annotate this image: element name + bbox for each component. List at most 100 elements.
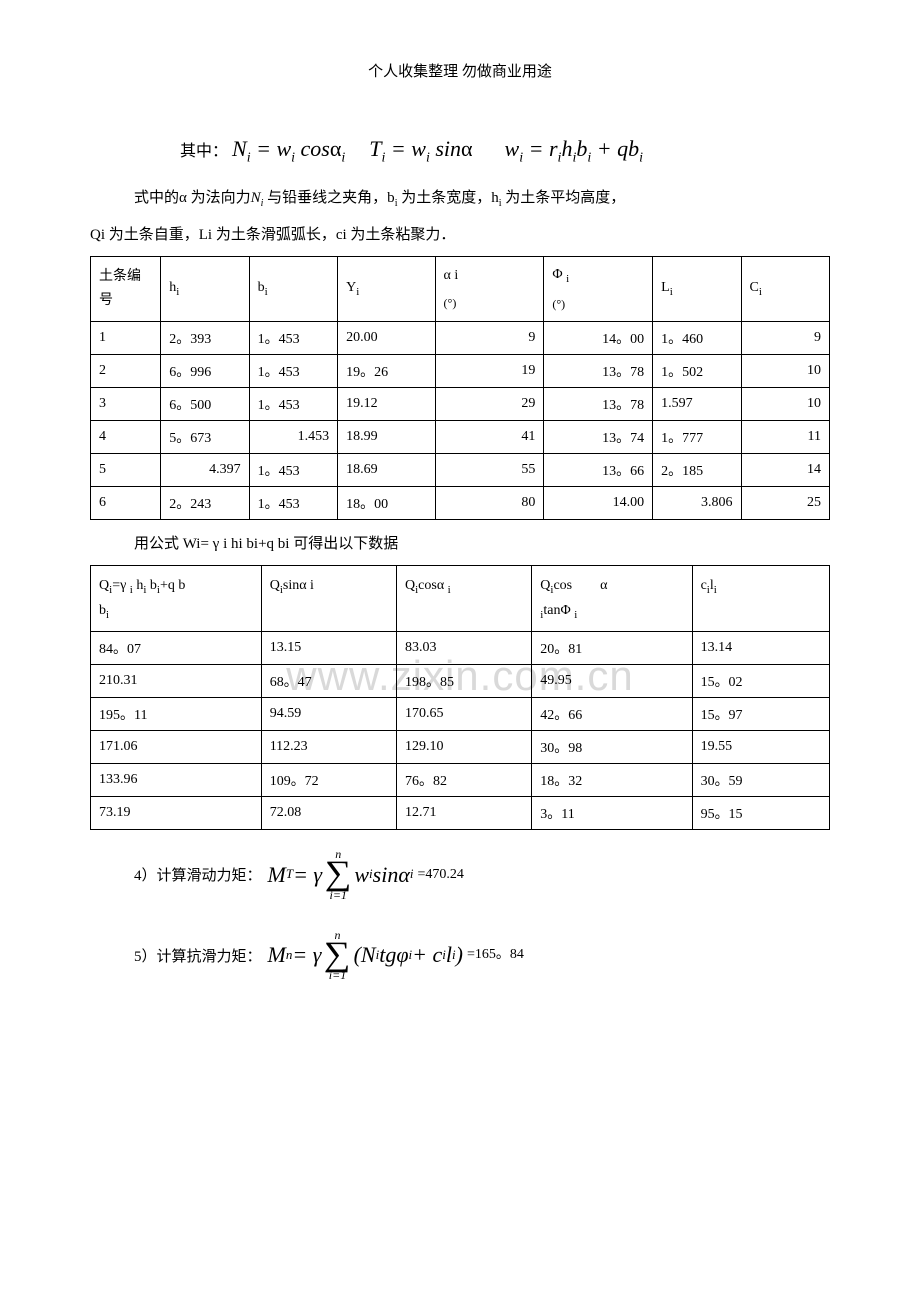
cell: 3。11 bbox=[532, 796, 692, 829]
th-col7: Ci bbox=[741, 256, 829, 321]
cell: 6。500 bbox=[161, 387, 249, 420]
cell: 3.806 bbox=[653, 486, 741, 519]
cell: 42。66 bbox=[532, 697, 692, 730]
cell: 1。453 bbox=[249, 453, 337, 486]
table-row: 26。9961。45319。261913。781。50210 bbox=[91, 354, 830, 387]
cell: 13。78 bbox=[544, 387, 653, 420]
th2-col0: Qi=γ i hi bi+q bbi bbox=[91, 565, 262, 631]
item4-math: MT = γ n ∑ i=1 wi sinαi =470.24 bbox=[268, 848, 464, 901]
cell: 10 bbox=[741, 354, 829, 387]
cell: 11 bbox=[741, 420, 829, 453]
cell: 2。243 bbox=[161, 486, 249, 519]
table-header-row: 土条编号 hi bi Υi α i(°) Φ i(°) Li Ci bbox=[91, 256, 830, 321]
cell: 19。26 bbox=[338, 354, 435, 387]
item4-label: 4）计算滑动力矩： bbox=[134, 861, 262, 888]
th2-col2: Qicosα i bbox=[396, 565, 531, 631]
table-row: 210.3168。47198。8549.9515。02 bbox=[91, 664, 830, 697]
table-row: 195。1194.59170.6542。6615。97 bbox=[91, 697, 830, 730]
cell: 14.00 bbox=[544, 486, 653, 519]
cell: 3 bbox=[91, 387, 161, 420]
desc-Ni: Ni bbox=[251, 190, 264, 206]
cell: 5。673 bbox=[161, 420, 249, 453]
cell: 19.12 bbox=[338, 387, 435, 420]
cell: 1。453 bbox=[249, 321, 337, 354]
cell: 15。97 bbox=[692, 697, 829, 730]
cell: 14 bbox=[741, 453, 829, 486]
cell: 4.397 bbox=[161, 453, 249, 486]
cell: 72.08 bbox=[261, 796, 396, 829]
cell: 14。00 bbox=[544, 321, 653, 354]
cell: 6。996 bbox=[161, 354, 249, 387]
th-col4: α i(°) bbox=[435, 256, 544, 321]
item-4: 4）计算滑动力矩： MT = γ n ∑ i=1 wi sinαi =470.2… bbox=[90, 848, 830, 901]
cell: 19 bbox=[435, 354, 544, 387]
table-row: 36。5001。45319.122913。781.59710 bbox=[91, 387, 830, 420]
cell: 133.96 bbox=[91, 763, 262, 796]
cell: 18。00 bbox=[338, 486, 435, 519]
table-row: 171.06112.23129.1030。9819.55 bbox=[91, 730, 830, 763]
table-2: Qi=γ i hi bi+q bbi Qisinα i Qicosα i Qic… bbox=[90, 565, 830, 830]
cell: 171.06 bbox=[91, 730, 262, 763]
table-row: 84。0713.1583.0320。8113.14 bbox=[91, 631, 830, 664]
cell: 13。78 bbox=[544, 354, 653, 387]
cell: 2 bbox=[91, 354, 161, 387]
cell: 20.00 bbox=[338, 321, 435, 354]
cell: 210.31 bbox=[91, 664, 262, 697]
cell: 13。74 bbox=[544, 420, 653, 453]
cell: 95。15 bbox=[692, 796, 829, 829]
th-col5: Φ i(°) bbox=[544, 256, 653, 321]
cell: 73.19 bbox=[91, 796, 262, 829]
formula-line: 其中： Ni = wi cosαi Ti = wi sinα wi = rihi… bbox=[90, 123, 830, 176]
formula-2: Ti = wi sinα bbox=[369, 136, 472, 161]
page-header-note: 个人收集整理 勿做商业用途 bbox=[90, 60, 830, 81]
th2-col1: Qisinα i bbox=[261, 565, 396, 631]
cell: 1。453 bbox=[249, 354, 337, 387]
th-col6: Li bbox=[653, 256, 741, 321]
cell: 55 bbox=[435, 453, 544, 486]
cell: 30。98 bbox=[532, 730, 692, 763]
cell: 1。502 bbox=[653, 354, 741, 387]
desc-l1-d: 为土条平均高度， bbox=[502, 190, 626, 206]
th2-col3: Qicos αitanΦ i bbox=[532, 565, 692, 631]
table-row: 62。2431。45318。008014.003.80625 bbox=[91, 486, 830, 519]
cell: 10 bbox=[741, 387, 829, 420]
mid-formula-text: 用公式 Wi= γ i hi bi+q bi 可得出以下数据 bbox=[90, 528, 830, 561]
cell: 1。453 bbox=[249, 486, 337, 519]
desc-l1-a: 式中的α 为法向力 bbox=[134, 190, 251, 206]
cell: 2。185 bbox=[653, 453, 741, 486]
formula-3: wi = rihibi + qbi bbox=[505, 136, 643, 161]
table-1: 土条编号 hi bi Υi α i(°) Φ i(°) Li Ci 12。393… bbox=[90, 256, 830, 520]
cell: 13.15 bbox=[261, 631, 396, 664]
cell: 13.14 bbox=[692, 631, 829, 664]
cell: 41 bbox=[435, 420, 544, 453]
sigma-icon: n ∑ i=1 bbox=[325, 929, 349, 982]
cell: 1。460 bbox=[653, 321, 741, 354]
th-col3: Υi bbox=[338, 256, 435, 321]
table-row: 133.96109。7276。8218。3230。59 bbox=[91, 763, 830, 796]
cell: 76。82 bbox=[396, 763, 531, 796]
cell: 18.99 bbox=[338, 420, 435, 453]
cell: 15。02 bbox=[692, 664, 829, 697]
cell: 94.59 bbox=[261, 697, 396, 730]
cell: 12.71 bbox=[396, 796, 531, 829]
sigma-icon: n ∑ i=1 bbox=[326, 848, 350, 901]
table-row: 45。6731.45318.994113。741。77711 bbox=[91, 420, 830, 453]
cell: 1.597 bbox=[653, 387, 741, 420]
cell: 83.03 bbox=[396, 631, 531, 664]
item5-label: 5）计算抗滑力矩： bbox=[134, 942, 262, 969]
cell: 20。81 bbox=[532, 631, 692, 664]
cell: 13。66 bbox=[544, 453, 653, 486]
cell: 9 bbox=[741, 321, 829, 354]
cell: 6 bbox=[91, 486, 161, 519]
cell: 9 bbox=[435, 321, 544, 354]
th2-col4: cili bbox=[692, 565, 829, 631]
table-header-row: Qi=γ i hi bi+q bbi Qisinα i Qicosα i Qic… bbox=[91, 565, 830, 631]
cell: 25 bbox=[741, 486, 829, 519]
cell: 49.95 bbox=[532, 664, 692, 697]
cell: 109。72 bbox=[261, 763, 396, 796]
cell: 2。393 bbox=[161, 321, 249, 354]
cell: 129.10 bbox=[396, 730, 531, 763]
cell: 4 bbox=[91, 420, 161, 453]
cell: 29 bbox=[435, 387, 544, 420]
th-col2: bi bbox=[249, 256, 337, 321]
